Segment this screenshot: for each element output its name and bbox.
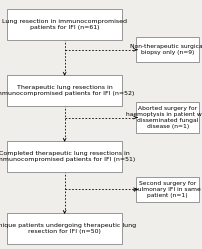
FancyBboxPatch shape xyxy=(7,213,122,244)
Text: Completed therapeutic lung resections in
immunocompromised patients for IFI (n=5: Completed therapeutic lung resections in… xyxy=(0,151,135,162)
FancyBboxPatch shape xyxy=(136,37,199,62)
Text: Non-therapeutic surgical
biopsy only (n=9): Non-therapeutic surgical biopsy only (n=… xyxy=(130,44,202,55)
FancyBboxPatch shape xyxy=(7,9,122,40)
FancyBboxPatch shape xyxy=(136,102,199,133)
FancyBboxPatch shape xyxy=(7,75,122,106)
FancyBboxPatch shape xyxy=(7,141,122,172)
Text: Second surgery for
pulmonary IFI in same
patient (n=1): Second surgery for pulmonary IFI in same… xyxy=(134,181,201,197)
Text: Lung resection in immunocompromised
patients for IFI (n=61): Lung resection in immunocompromised pati… xyxy=(2,19,127,30)
Text: Unique patients undergoing therapeutic lung
resection for IFI (n=50): Unique patients undergoing therapeutic l… xyxy=(0,223,136,234)
Text: Aborted surgery for
haemoptysis in patient with
disseminated fungal
disease (n=1: Aborted surgery for haemoptysis in patie… xyxy=(126,107,202,129)
FancyBboxPatch shape xyxy=(136,177,199,202)
Text: Therapeutic lung resections in
immunocompromised patients for IFI (n=52): Therapeutic lung resections in immunocom… xyxy=(0,85,135,96)
